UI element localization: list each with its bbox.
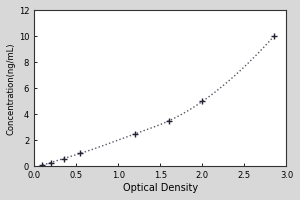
X-axis label: Optical Density: Optical Density — [123, 183, 198, 193]
Point — [40, 164, 45, 167]
Point — [166, 119, 171, 123]
Point — [272, 35, 276, 38]
Point — [49, 161, 53, 164]
Point — [61, 157, 66, 160]
Y-axis label: Concentration(ng/mL): Concentration(ng/mL) — [7, 42, 16, 135]
Point — [133, 132, 137, 136]
Point — [78, 152, 83, 155]
Point — [200, 100, 205, 103]
